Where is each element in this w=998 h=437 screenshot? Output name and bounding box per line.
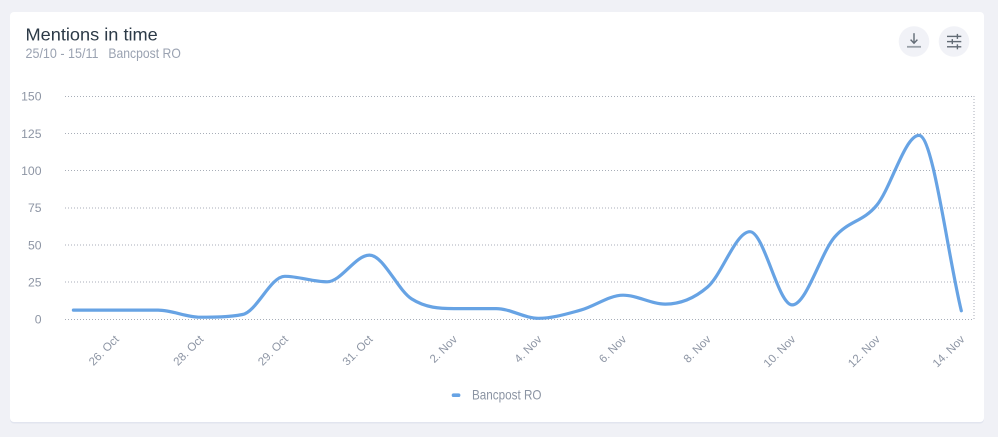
svg-text:75: 75 <box>28 201 42 215</box>
svg-text:125: 125 <box>21 127 42 141</box>
svg-text:0: 0 <box>35 313 42 327</box>
svg-text:50: 50 <box>28 238 42 252</box>
svg-text:100: 100 <box>21 164 42 178</box>
svg-text:25/10 - 15/11: 25/10 - 15/11 <box>26 45 99 61</box>
svg-text:Bancpost RO: Bancpost RO <box>472 386 542 402</box>
svg-text:150: 150 <box>21 90 42 104</box>
svg-text:25: 25 <box>28 275 42 289</box>
svg-text:Bancpost RO: Bancpost RO <box>108 45 180 61</box>
svg-text:Mentions in time: Mentions in time <box>26 25 158 45</box>
